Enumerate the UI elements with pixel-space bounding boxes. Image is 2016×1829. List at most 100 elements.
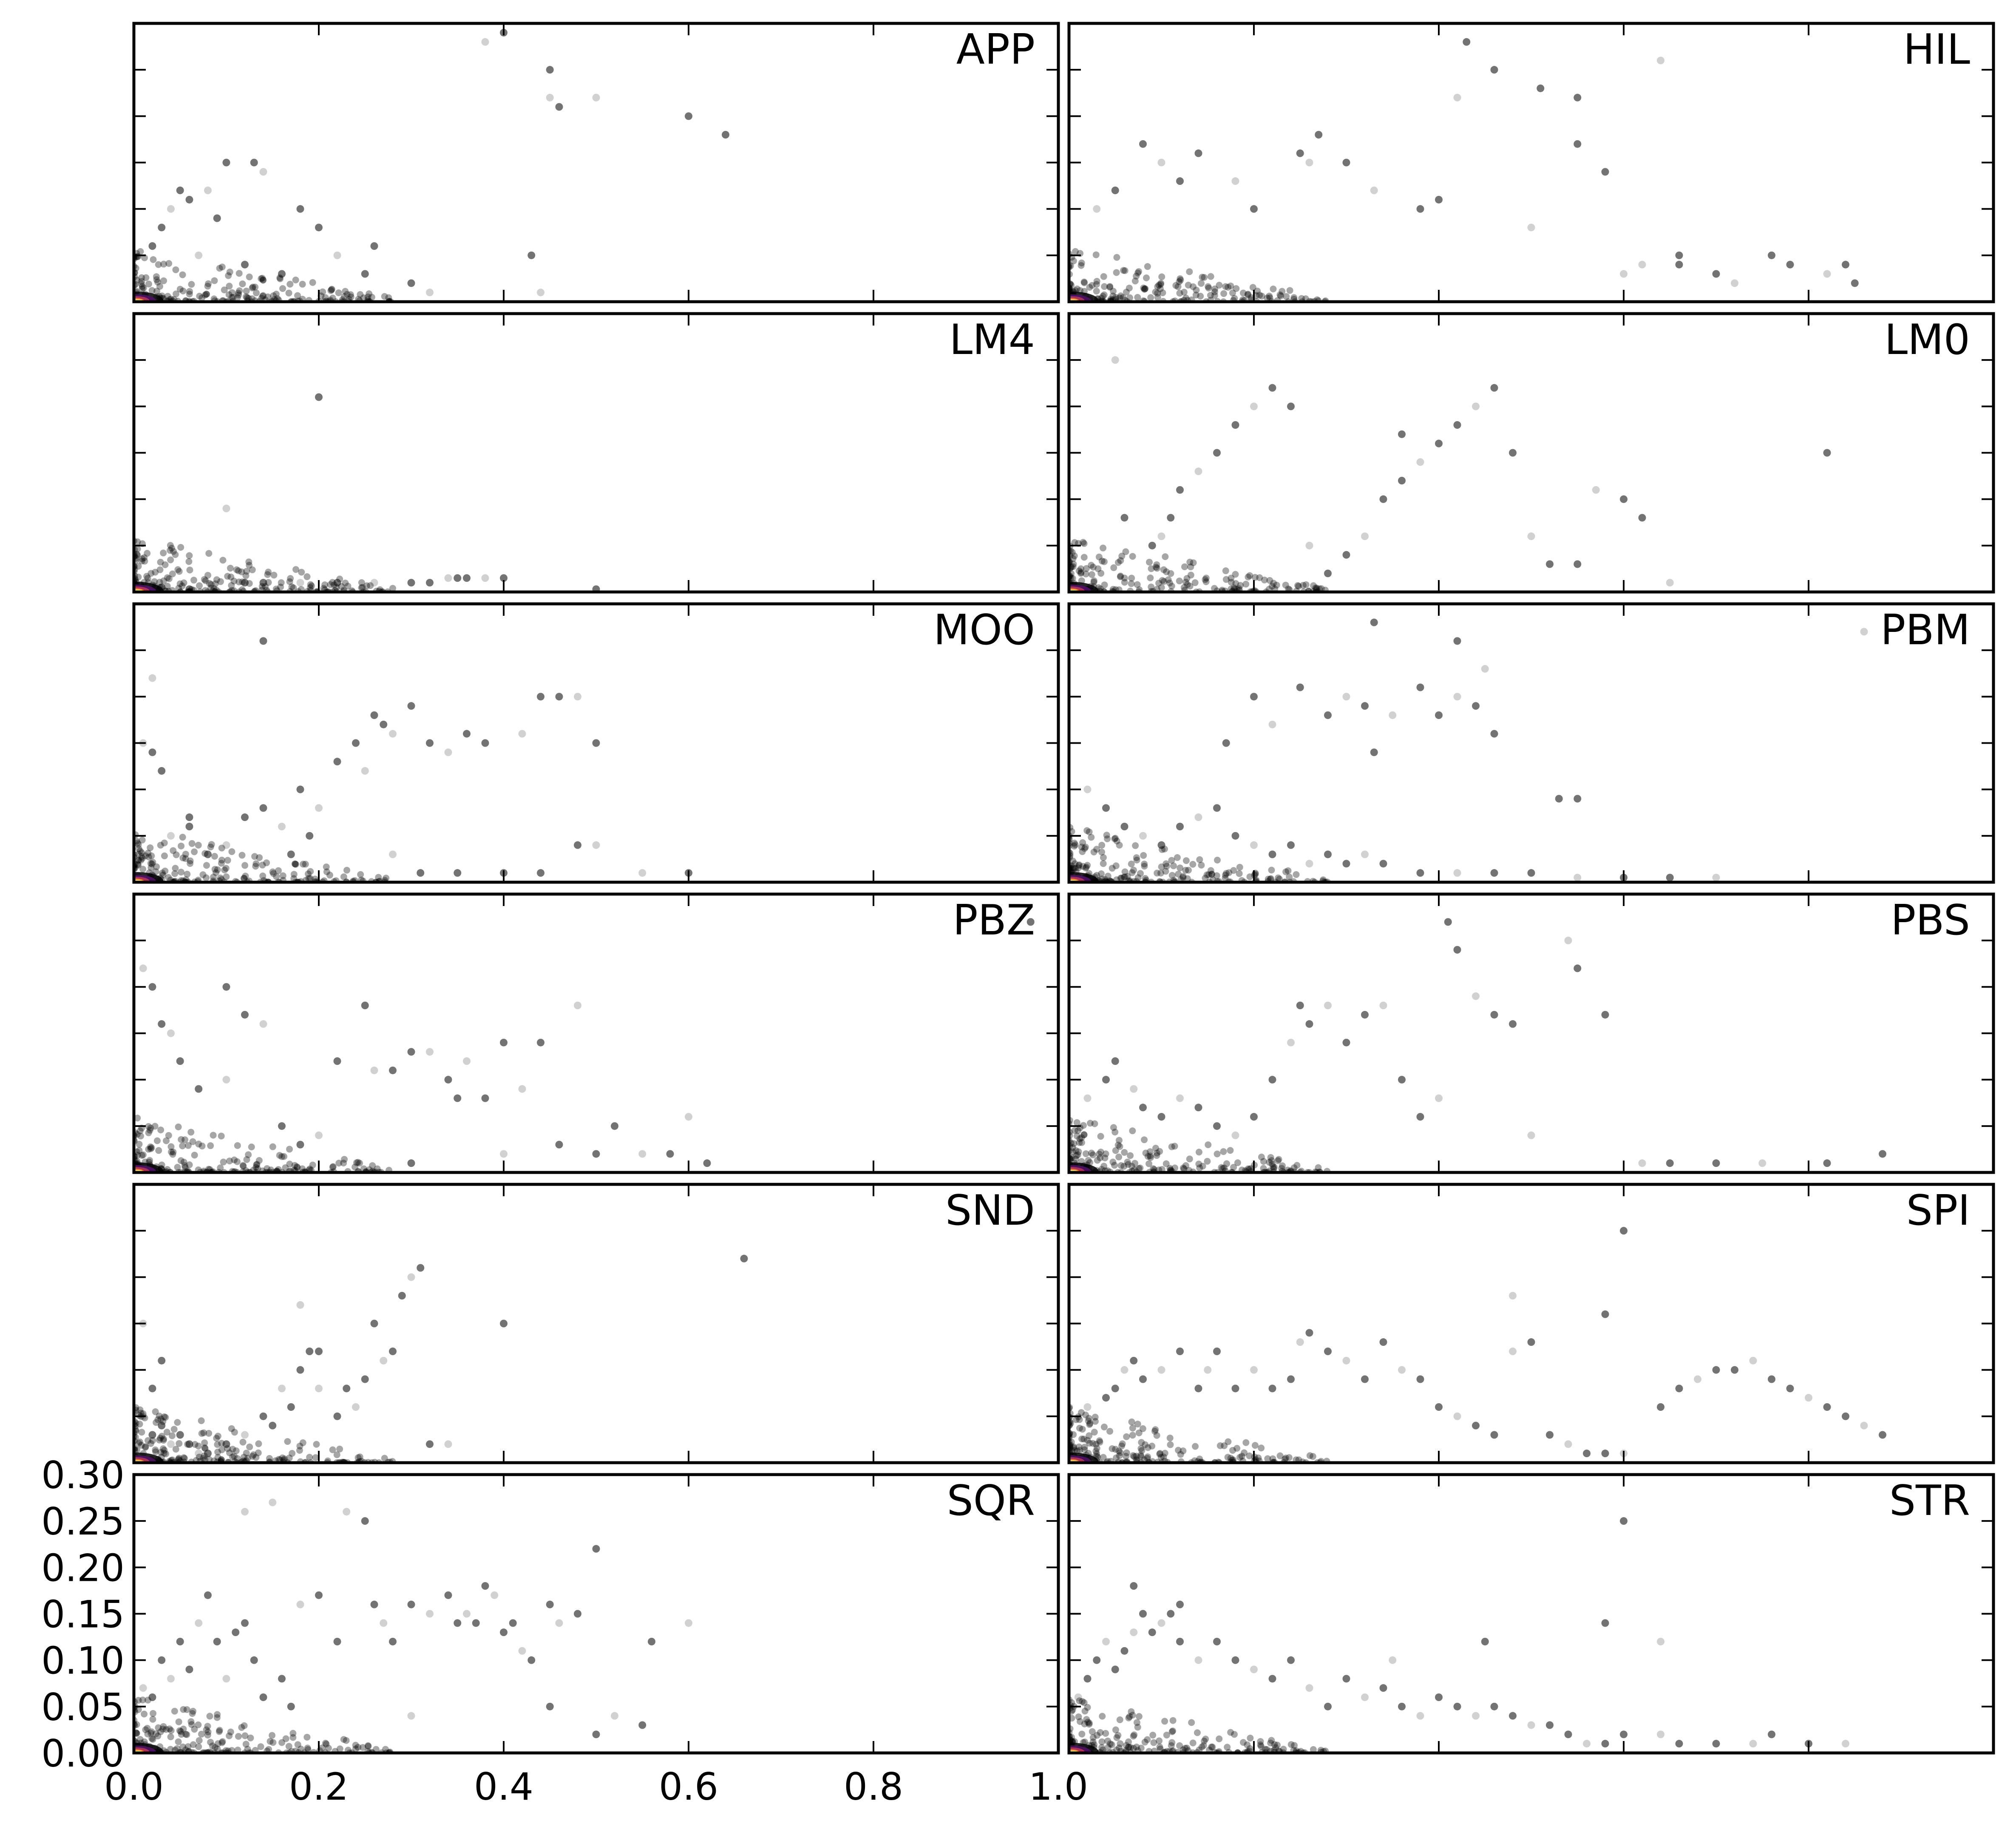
scatter-point — [1638, 1159, 1646, 1167]
density-point — [238, 568, 245, 575]
density-point — [179, 1743, 187, 1750]
density-point — [1101, 283, 1108, 290]
density-point — [1157, 280, 1165, 287]
scatter-point — [1213, 449, 1221, 457]
density-point — [1133, 1719, 1140, 1726]
density-point — [1267, 875, 1274, 882]
scatter-point — [518, 1085, 526, 1093]
scatter-point — [574, 1610, 581, 1618]
density-point — [259, 276, 267, 283]
density-point — [177, 1728, 184, 1735]
panel-hil: HIL — [1067, 22, 1995, 303]
density-point — [1129, 1127, 1136, 1135]
scatter-point — [1472, 992, 1480, 1000]
density-point — [1182, 1162, 1189, 1169]
density-point — [1168, 583, 1175, 590]
density-point — [244, 294, 251, 301]
density-point — [1103, 832, 1110, 839]
density-point — [1167, 570, 1174, 577]
density-point — [161, 1447, 168, 1454]
density-point — [1126, 284, 1133, 292]
scatter-point — [481, 739, 489, 747]
density-point — [214, 1433, 221, 1440]
density-point — [279, 1454, 286, 1461]
density-point — [1148, 583, 1155, 591]
scatter-point — [1342, 1356, 1350, 1365]
panel-label: HIL — [1903, 25, 1971, 74]
density-point — [1310, 582, 1317, 589]
density-point — [190, 1707, 197, 1715]
scatter-point — [361, 270, 369, 278]
scatter-point — [1176, 1600, 1184, 1608]
density-point — [1069, 1734, 1075, 1741]
density-point — [1071, 843, 1078, 850]
density-point — [278, 1739, 286, 1746]
density-point — [1121, 575, 1128, 582]
scatter-point — [500, 1628, 508, 1636]
density-point — [1291, 1742, 1298, 1749]
density-point — [142, 1443, 149, 1450]
density-point — [1097, 570, 1105, 577]
density-point — [157, 1127, 164, 1134]
scatter-point — [269, 1421, 277, 1430]
density-point — [1074, 1447, 1081, 1455]
density-point — [1214, 856, 1221, 864]
density-point — [189, 1138, 196, 1145]
scatter-point — [278, 1122, 286, 1130]
density-point — [1227, 1729, 1234, 1736]
density-point — [322, 294, 329, 301]
density-point — [233, 1447, 240, 1454]
density-point — [1093, 277, 1100, 285]
density-point — [1120, 1163, 1128, 1170]
density-point — [1293, 1456, 1300, 1463]
density-point — [1124, 873, 1131, 880]
density-point — [1129, 1424, 1136, 1432]
density-point — [195, 1442, 202, 1450]
density-point — [1276, 875, 1283, 882]
density-point — [1074, 1151, 1081, 1158]
scatter-point — [1823, 1159, 1831, 1167]
density-point — [234, 1455, 241, 1462]
density-point — [1199, 274, 1206, 281]
density-point — [1154, 283, 1161, 290]
scatter-point — [555, 1619, 563, 1627]
density-point — [242, 1741, 250, 1748]
density-point — [1128, 575, 1135, 582]
density-point — [1169, 1717, 1177, 1724]
scatter-point — [454, 1619, 462, 1627]
scatter-point — [1194, 467, 1202, 476]
density-point — [249, 566, 256, 573]
density-point — [1222, 283, 1229, 290]
density-point — [1121, 868, 1129, 875]
scatter-point — [1157, 1366, 1165, 1374]
scatter-point — [1287, 1375, 1295, 1383]
density-point — [1282, 581, 1289, 589]
density-point — [1086, 1432, 1093, 1439]
density-point — [213, 576, 220, 583]
density-point — [1109, 1158, 1117, 1166]
scatter-point — [1361, 850, 1369, 858]
density-point — [1116, 1143, 1123, 1150]
density-point — [1113, 1746, 1120, 1753]
scatter-point — [509, 1619, 517, 1627]
scatter-point — [1176, 486, 1184, 494]
density-point — [1247, 1735, 1254, 1742]
scatter-point — [204, 850, 212, 858]
density-point — [1126, 1713, 1133, 1720]
density-point — [1224, 1454, 1231, 1461]
scatter-point — [611, 1122, 618, 1130]
density-point — [152, 1730, 159, 1737]
density-point — [286, 280, 294, 288]
density-point — [195, 841, 202, 849]
density-point — [1285, 1454, 1293, 1461]
density-point — [137, 857, 145, 864]
scatter-point — [527, 251, 536, 259]
density-point — [205, 1166, 212, 1172]
density-point — [1246, 1745, 1253, 1752]
density-point — [156, 283, 164, 290]
scatter-point — [1620, 270, 1628, 278]
scatter-point — [611, 1712, 618, 1720]
scatter-point — [481, 574, 489, 582]
density-point — [1100, 544, 1107, 552]
density-point — [136, 1736, 144, 1743]
